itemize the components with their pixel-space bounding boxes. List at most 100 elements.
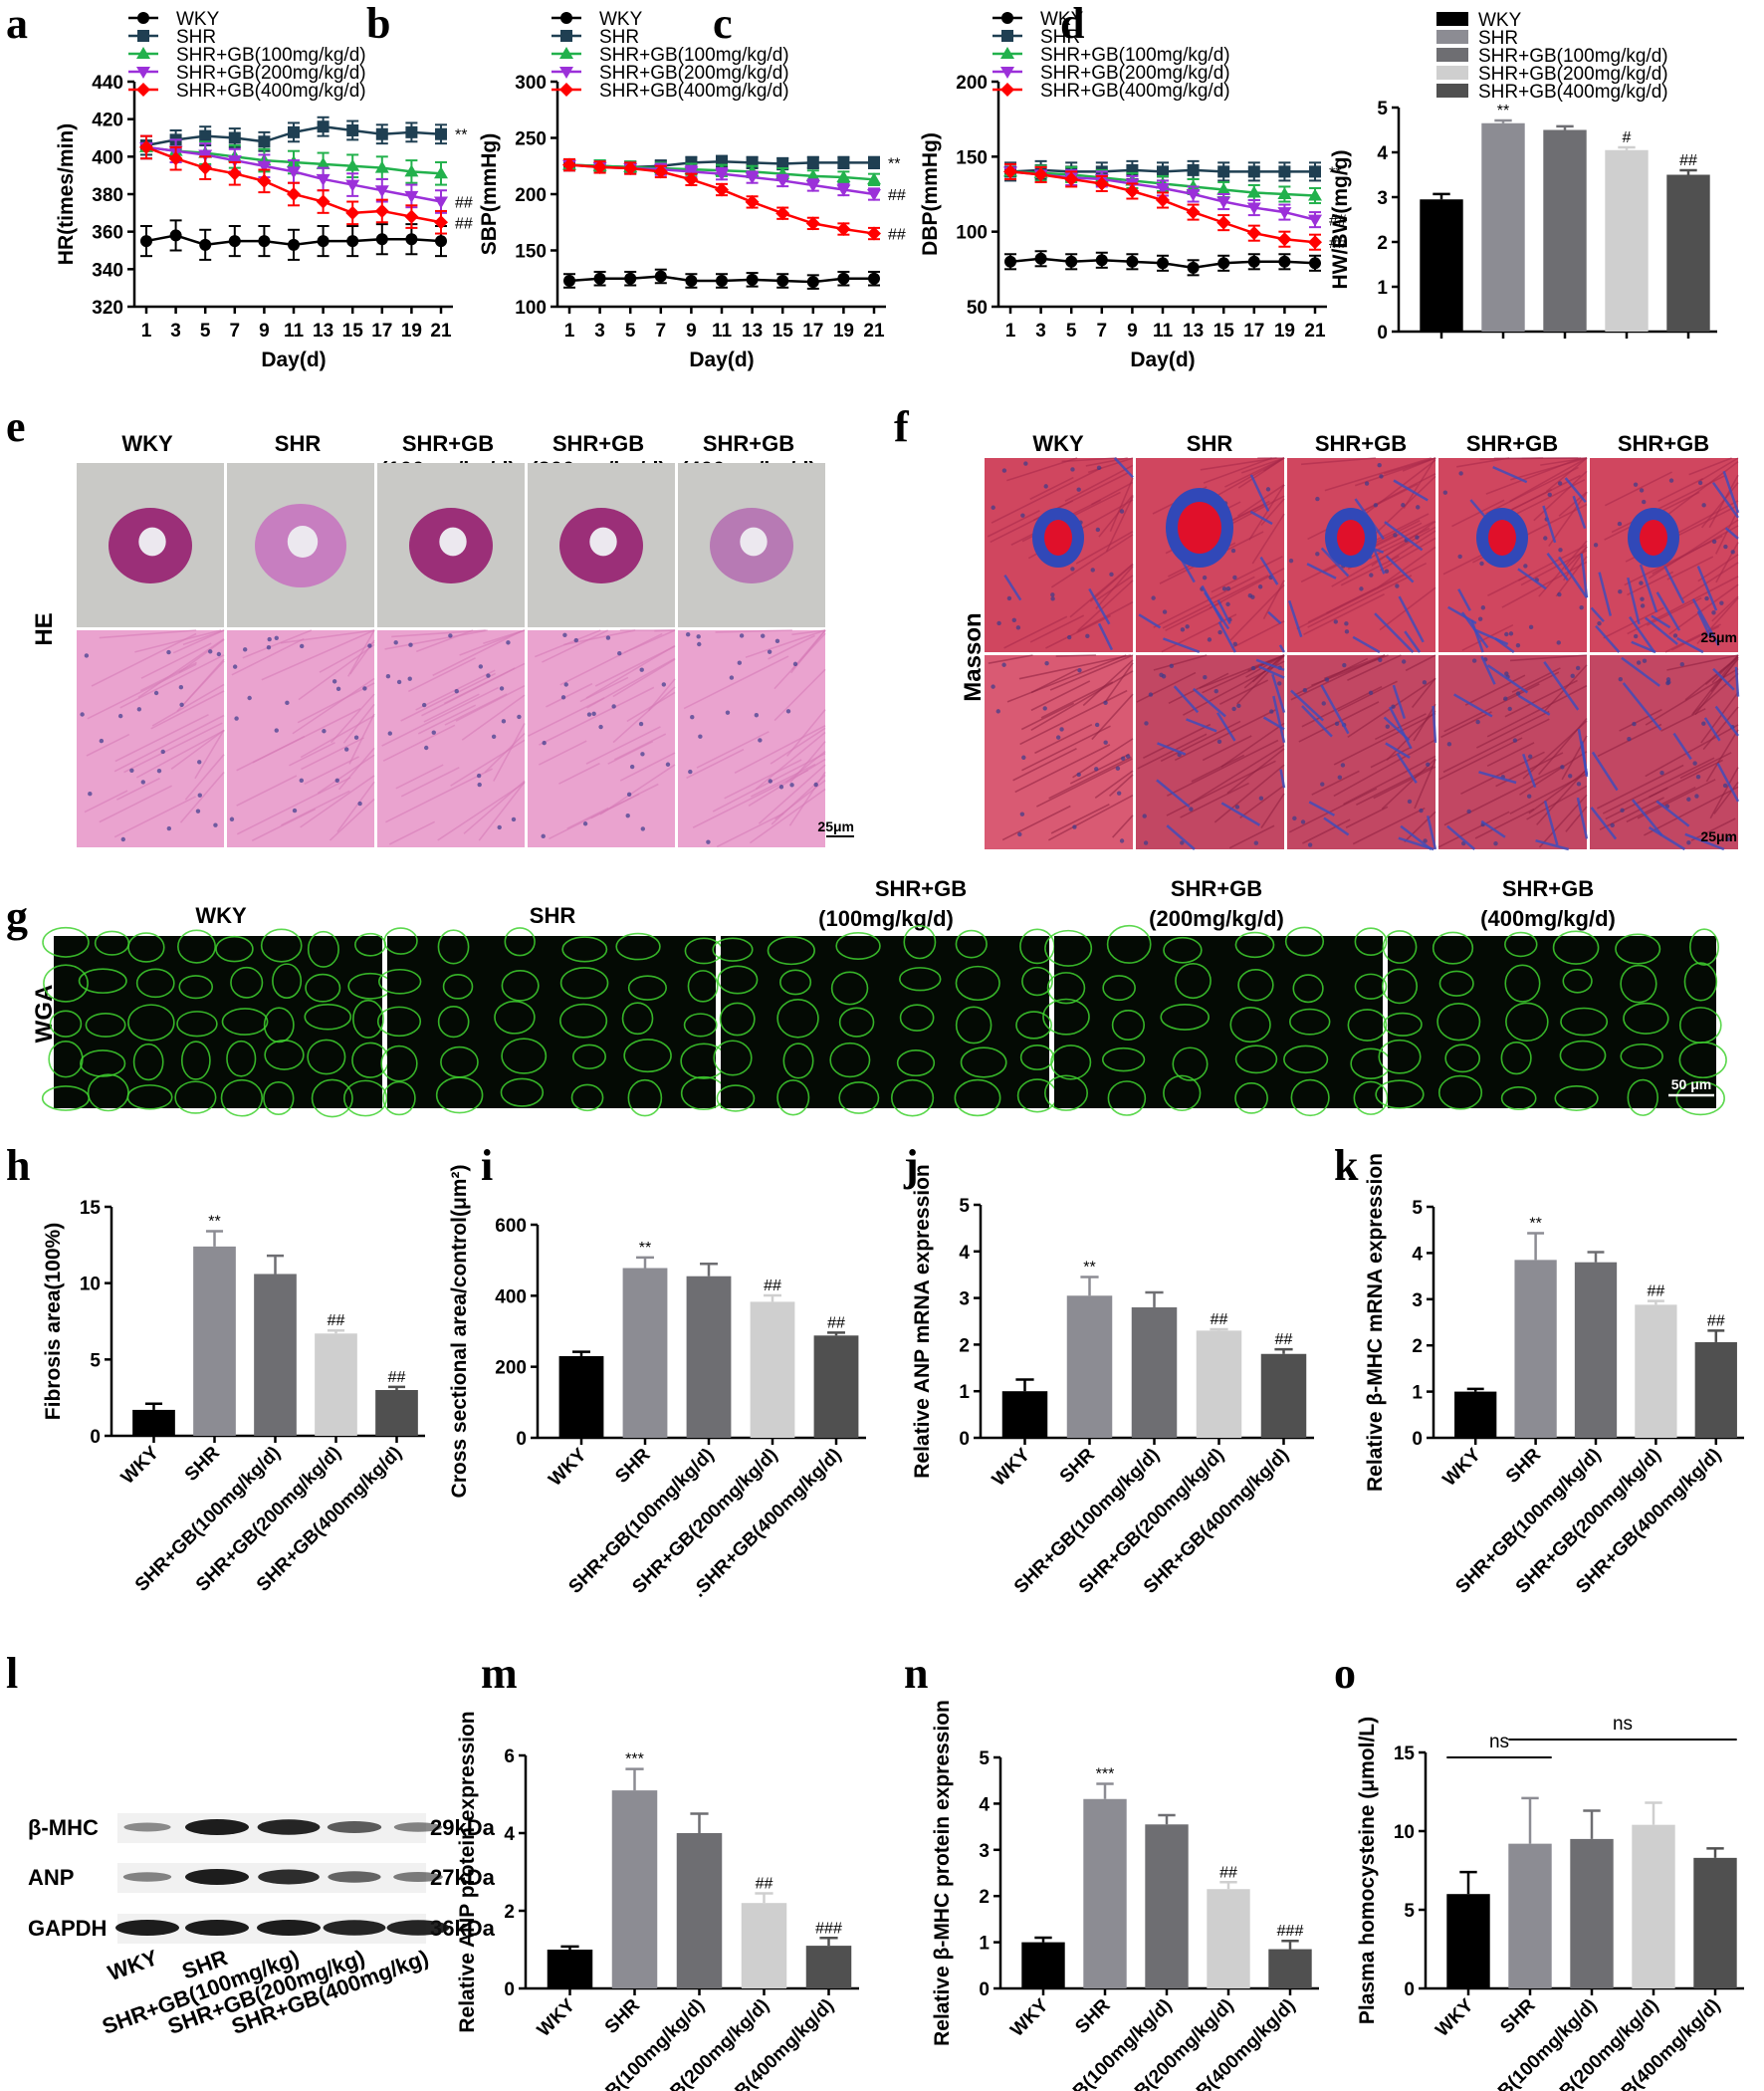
nucleus: [1423, 838, 1428, 843]
blot-band: [123, 1822, 171, 1832]
cell-membrane: [1383, 1012, 1423, 1037]
cell-membrane: [1290, 1078, 1330, 1117]
nucleus: [1636, 660, 1642, 665]
cell-membrane: [382, 1080, 416, 1116]
collagen: [1384, 521, 1424, 552]
bar: [1001, 1391, 1048, 1438]
collagen: [1278, 644, 1286, 653]
collagen: [1543, 800, 1559, 846]
column-header: SHR+GB: [703, 431, 794, 456]
collagen: [1672, 732, 1692, 761]
nucleus: [1288, 558, 1294, 564]
nucleus: [1385, 724, 1390, 729]
nucleus: [685, 631, 691, 637]
scale-bar-label: 25μm: [817, 818, 854, 834]
fiber: [182, 629, 225, 646]
fiber: [1003, 615, 1068, 649]
collagen: [1259, 556, 1279, 585]
nucleus: [1070, 567, 1075, 572]
nucleus: [785, 709, 791, 714]
nucleus: [1257, 584, 1263, 589]
data-point: [805, 168, 820, 181]
nucleus: [1076, 772, 1081, 778]
x-tick-label: WKY: [1432, 1994, 1477, 2040]
x-tick-label: SHR: [1496, 1994, 1539, 2037]
fiber: [407, 657, 476, 693]
nucleus: [1221, 586, 1227, 591]
cell-membrane: [442, 973, 474, 1000]
nucleus: [1512, 738, 1518, 743]
nucleus: [477, 782, 482, 788]
fiber: [623, 629, 676, 654]
y-tick-label: 50: [967, 298, 988, 319]
cell-membrane: [571, 1044, 606, 1069]
nucleus: [591, 711, 596, 717]
collagen: [1400, 824, 1433, 850]
y-tick-label: 100: [956, 223, 988, 244]
chart-j: 0 1 2 3 4 5 Relative ANP mRNA expression WKY ** S…: [911, 1164, 1314, 1598]
y-tick-label: 4: [1377, 143, 1388, 164]
cell-membrane: [561, 936, 608, 963]
x-tick-label: 11: [1153, 321, 1174, 342]
significance-label: ##: [1219, 1864, 1237, 1881]
data-point: [1187, 163, 1200, 176]
bar: [1131, 1306, 1178, 1438]
nucleus: [640, 826, 646, 831]
cell-membrane: [960, 1046, 1007, 1078]
collagen: [1691, 597, 1720, 646]
heart-lumen: [287, 526, 319, 558]
fiber: [1697, 554, 1739, 582]
cell-membrane: [954, 1078, 1001, 1117]
data-point: [1126, 255, 1139, 268]
fiber: [298, 643, 375, 701]
fiber: [1411, 677, 1436, 709]
data-point: [1065, 255, 1078, 268]
nucleus: [582, 821, 588, 826]
nucleus: [1050, 596, 1055, 601]
fluorescence-image: [387, 936, 716, 1108]
column-header: SHR: [530, 903, 576, 928]
legend-marker: [137, 30, 149, 42]
cell-membrane: [43, 964, 89, 1003]
chart-i: 0 200 400 600 Cross sectional area/control(μ…: [448, 1165, 866, 1602]
fiber: [696, 731, 770, 769]
collagen: [1663, 565, 1685, 604]
nucleus: [563, 682, 568, 687]
fiber: [539, 686, 655, 746]
series-4: ## SHR+GB(400mg/kg/d): [992, 81, 1347, 252]
collagen: [1255, 658, 1285, 672]
collagen: [1543, 661, 1580, 711]
fiber: [1611, 475, 1725, 534]
nucleus: [758, 738, 763, 743]
collagen: [1576, 797, 1589, 839]
cell-membrane: [1044, 929, 1093, 967]
data-point: [715, 168, 729, 181]
blot-row-label: β-MHC: [28, 1815, 99, 1840]
nucleus: [334, 778, 339, 783]
legend-label: WKY: [1478, 10, 1522, 31]
nucleus: [1159, 672, 1164, 677]
blot-row-label: GAPDH: [28, 1916, 107, 1941]
fiber: [135, 729, 225, 779]
cell-membrane: [263, 1080, 295, 1116]
micrograph: [1136, 655, 1284, 849]
blot-size-label: 29kDa: [430, 1815, 496, 1840]
y-tick-label: 2: [504, 1902, 515, 1923]
nucleus: [497, 824, 502, 830]
fiber: [626, 691, 676, 723]
y-tick-label: 15: [1394, 1743, 1416, 1764]
nucleus: [688, 769, 693, 775]
nucleus: [573, 637, 578, 643]
data-point: [374, 160, 389, 173]
data-point: [169, 229, 182, 242]
blot-band: [386, 1920, 450, 1936]
fiber: [1137, 733, 1208, 770]
cell-membrane: [501, 970, 540, 1002]
cell-membrane: [42, 926, 90, 958]
collagen: [1249, 474, 1270, 512]
nucleus: [1234, 805, 1240, 810]
data-point: [1246, 226, 1261, 241]
fiber: [1648, 519, 1739, 580]
nucleus: [1142, 813, 1147, 818]
significance-label: ###: [1277, 1923, 1304, 1940]
